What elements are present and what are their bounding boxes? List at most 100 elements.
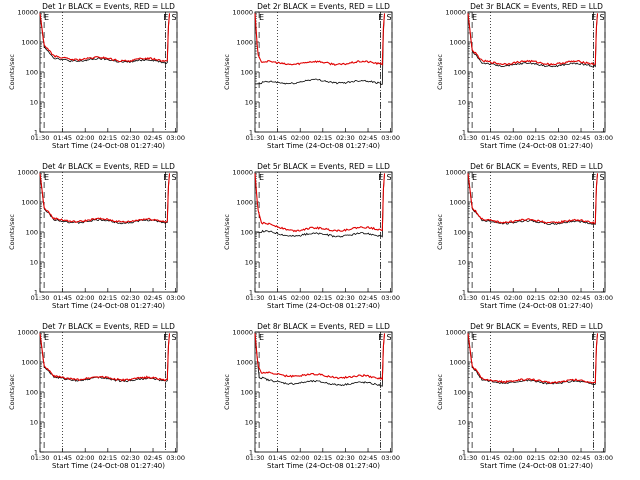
x-tick-label: 02:45 <box>572 294 591 302</box>
x-tick-label: 03:00 <box>381 134 400 142</box>
y-tick-label: 1000 <box>449 39 466 47</box>
series-line-lld <box>254 173 386 233</box>
y-tick-label: 1000 <box>449 199 466 207</box>
marker-e-left: E <box>259 173 264 182</box>
y-tick-label: 10 <box>245 419 253 427</box>
series-line-lld <box>467 173 599 225</box>
y-tick-label: 1000 <box>21 199 38 207</box>
series-line-events <box>39 13 170 65</box>
y-tick-label: 10000 <box>232 169 253 177</box>
x-tick-label: 02:15 <box>313 134 332 142</box>
panel-title: Det 9r BLACK = Events, RED = LLD <box>470 322 603 331</box>
plot-frame <box>467 11 606 133</box>
series-line-lld <box>254 333 386 381</box>
marker-s: S <box>387 333 392 342</box>
x-tick-label: 02:00 <box>291 134 310 142</box>
x-tick-label: 02:00 <box>504 294 523 302</box>
detector-panel-2: Det 2r BLACK = Events, RED = LLD 1 10 100 10… <box>223 2 400 150</box>
x-tick-label: 01:30 <box>459 454 478 462</box>
plot-frame <box>254 11 393 133</box>
x-tick-label: 02:00 <box>76 294 95 302</box>
y-tick-label: 1000 <box>236 359 253 367</box>
plot-frame <box>39 11 178 133</box>
y-tick-label: 10000 <box>445 9 466 17</box>
y-tick-label: 10000 <box>445 169 466 177</box>
y-tick-label: 1000 <box>449 359 466 367</box>
y-tick-label: 1 <box>462 449 466 457</box>
series-line-events <box>255 13 385 85</box>
y-tick-label: 100 <box>454 229 466 237</box>
y-tick-label: 100 <box>454 389 466 397</box>
x-tick-label: 03:00 <box>166 454 185 462</box>
x-tick-label: 01:30 <box>246 134 265 142</box>
x-tick-label: 02:30 <box>121 134 140 142</box>
y-tick-label: 1000 <box>236 39 253 47</box>
x-tick-label: 02:30 <box>549 294 568 302</box>
marker-e-right: E <box>163 13 168 22</box>
x-tick-label: 02:30 <box>549 134 568 142</box>
marker-e-left: E <box>259 333 264 342</box>
x-axis-label: Start Time (24-Oct-08 01:27:40) <box>267 142 380 150</box>
x-axis-label: Start Time (24-Oct-08 01:27:40) <box>52 462 165 470</box>
marker-e-left: E <box>44 333 49 342</box>
panel-title: Det 3r BLACK = Events, RED = LLD <box>470 2 603 11</box>
y-tick-label: 1 <box>462 129 466 137</box>
y-tick-label: 100 <box>241 229 253 237</box>
y-axis-label: Counts/sec <box>223 54 231 90</box>
series-line-events <box>254 333 385 387</box>
plot-frame <box>254 331 393 453</box>
y-tick-label: 1000 <box>21 359 38 367</box>
y-tick-label: 10 <box>30 99 38 107</box>
y-tick-label: 1 <box>462 289 466 297</box>
x-tick-label: 02:45 <box>359 294 378 302</box>
y-tick-label: 10 <box>245 259 253 267</box>
x-tick-label: 02:30 <box>121 454 140 462</box>
y-tick-label: 10000 <box>17 9 38 17</box>
x-tick-label: 02:00 <box>76 134 95 142</box>
x-tick-label: 02:45 <box>359 454 378 462</box>
x-tick-label: 02:45 <box>144 134 163 142</box>
y-tick-label: 1 <box>249 449 253 457</box>
x-tick-label: 02:30 <box>121 294 140 302</box>
x-tick-label: 01:30 <box>246 294 265 302</box>
plot-frame <box>254 171 393 293</box>
x-tick-label: 02:00 <box>504 134 523 142</box>
x-axis-label: Start Time (24-Oct-08 01:27:40) <box>52 302 165 310</box>
y-tick-label: 10000 <box>445 329 466 337</box>
series-line-lld <box>39 173 171 224</box>
x-tick-label: 02:30 <box>549 454 568 462</box>
x-tick-label: 01:45 <box>268 454 287 462</box>
series-line-events <box>39 333 170 383</box>
x-tick-label: 02:45 <box>144 294 163 302</box>
series-line-lld <box>39 333 171 382</box>
marker-s: S <box>600 333 605 342</box>
x-tick-label: 02:45 <box>144 454 163 462</box>
x-axis-label: Start Time (24-Oct-08 01:27:40) <box>480 302 593 310</box>
x-tick-label: 03:00 <box>166 134 185 142</box>
panel-title: Det 6r BLACK = Events, RED = LLD <box>470 162 603 171</box>
x-tick-label: 01:30 <box>31 294 50 302</box>
marker-e-left: E <box>472 173 477 182</box>
series-line-lld <box>467 333 599 385</box>
x-tick-label: 01:45 <box>481 294 500 302</box>
detector-panel-3: Det 3r BLACK = Events, RED = LLD 1 10 100 10… <box>436 2 613 150</box>
y-axis-label: Counts/sec <box>8 374 16 410</box>
series-line-lld <box>254 13 386 66</box>
y-tick-label: 10 <box>30 419 38 427</box>
x-tick-label: 01:45 <box>268 294 287 302</box>
series-line-lld <box>467 13 599 66</box>
x-tick-label: 02:00 <box>291 294 310 302</box>
y-tick-label: 10 <box>458 259 466 267</box>
marker-e-right: E <box>163 333 168 342</box>
detector-panel-5: Det 5r BLACK = Events, RED = LLD 1 10 100 10… <box>223 162 400 310</box>
y-tick-label: 10 <box>245 99 253 107</box>
x-axis-label: Start Time (24-Oct-08 01:27:40) <box>267 302 380 310</box>
y-tick-label: 100 <box>241 69 253 77</box>
detector-panel-8: Det 8r BLACK = Events, RED = LLD 1 10 100 10… <box>223 322 400 470</box>
y-axis-label: Counts/sec <box>8 214 16 250</box>
x-tick-label: 03:00 <box>381 454 400 462</box>
x-tick-label: 02:15 <box>98 454 117 462</box>
panel-title: Det 5r BLACK = Events, RED = LLD <box>257 162 390 171</box>
panel-title: Det 4r BLACK = Events, RED = LLD <box>42 162 175 171</box>
detector-panel-1: Det 1r BLACK = Events, RED = LLD 1 10 100 10… <box>8 2 185 150</box>
